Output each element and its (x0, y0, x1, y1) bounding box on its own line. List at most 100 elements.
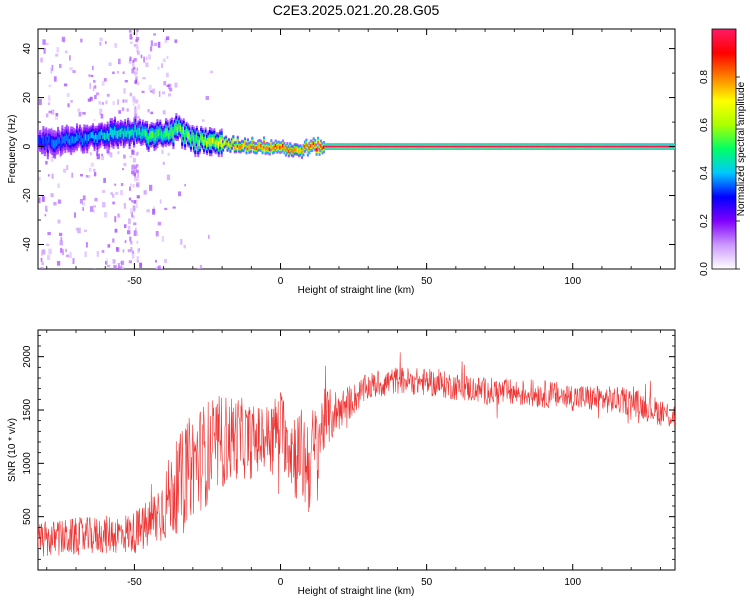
spectrogram-cell (300, 151, 304, 155)
spectrogram-cell (141, 128, 144, 137)
x-tick-label: 100 (564, 577, 581, 588)
spectrogram-cell (77, 108, 81, 112)
colorbar-tick-label: 0.0 (699, 262, 710, 276)
spectrogram-cell (124, 99, 128, 103)
snr-ylabel: SNR (10 * v/v) (7, 418, 18, 482)
spectrogram-cell (311, 143, 314, 148)
spectrogram-cell (114, 216, 117, 223)
spectrogram-cell (166, 128, 169, 137)
spectrogram-cell (54, 140, 57, 149)
spectrogram-cell (147, 136, 150, 144)
spectrogram-cell (111, 128, 114, 138)
spectrogram-cell (127, 126, 130, 135)
spectrogram-cell (182, 126, 185, 134)
spectrogram-cell (70, 136, 73, 145)
spectrogram-cell (122, 131, 125, 140)
spectrogram-cell (102, 201, 106, 208)
spectrogram-cell (90, 162, 94, 167)
spectrogram-cell (105, 133, 108, 141)
spectrogram-cell (128, 260, 132, 264)
spectrogram-cell (41, 196, 45, 202)
spectrogram-cell (129, 92, 133, 97)
spectrogram-cell (59, 140, 62, 148)
spectrogram-cell (206, 140, 209, 148)
y-tick-label: 1000 (22, 452, 33, 475)
spectrogram-cell (93, 118, 96, 122)
spectrogram-cell (134, 173, 137, 178)
spectrogram-cell (296, 147, 299, 152)
spectrogram-cell (153, 33, 157, 36)
colorbar-label: Normalized spectral amplitude (736, 81, 747, 216)
spectrogram-cell (159, 199, 162, 204)
spectrogram-cell (283, 146, 286, 150)
spectrogram-cell (85, 175, 88, 178)
spectrogram-cell (251, 140, 254, 145)
spectrogram-cell (261, 146, 264, 150)
spectrogram-cell (128, 218, 131, 225)
spectrogram-cell (165, 72, 169, 78)
spectrogram-cell (66, 254, 70, 258)
spectrogram-cell (91, 65, 94, 71)
spectrogram-cell (312, 141, 315, 146)
snr-axes: -50 0 50 100 500 1000 1500 2000 (22, 330, 675, 588)
spectrogram-cell (48, 95, 51, 101)
spectrogram-cell (81, 138, 84, 146)
y-tick-label: 2000 (22, 345, 33, 368)
spectrogram-cell (214, 140, 217, 148)
spectrogram-cell (207, 137, 210, 145)
spectrogram-cell (92, 131, 95, 139)
spectrogram-cell (84, 133, 87, 141)
spectrogram-cell (45, 42, 49, 46)
colorbar-tick-label: 0.2 (699, 214, 710, 228)
spectrogram-cell (121, 266, 125, 269)
spectrogram-cell (85, 242, 88, 248)
spectrogram-cell (94, 133, 98, 140)
spectrogram-cell (132, 164, 135, 169)
spectrogram-cell (153, 133, 156, 142)
spectrogram-cell (298, 149, 301, 153)
spectrogram-cell (131, 252, 135, 259)
spectrogram-cell (133, 200, 137, 204)
spectrogram-axes: -50 0 50 100 -40 -20 0 20 40 (22, 29, 675, 287)
spectrogram-cell (165, 128, 168, 137)
spectrogram-cell (148, 184, 153, 191)
spectrogram-cell (40, 266, 44, 269)
spectrogram-cell (51, 109, 55, 115)
spectrogram-cell (43, 138, 46, 147)
spectrogram-cell (135, 43, 139, 49)
spectrogram-cell (65, 248, 68, 253)
spectrogram-cell (57, 183, 61, 188)
spectrogram-cell (137, 116, 140, 119)
spectrogram-cell (46, 243, 50, 247)
spectrogram-cell (134, 124, 137, 132)
spectrogram-cell (284, 148, 287, 153)
spectrogram-cell (122, 249, 125, 253)
spectrogram-cell (55, 113, 59, 117)
spectrogram-cell (106, 258, 108, 264)
spectrogram-cell (112, 259, 116, 264)
spectrogram-cell (99, 131, 102, 139)
colorbar-tick-label: 0.4 (699, 166, 710, 180)
y-tick-label: 1500 (22, 398, 33, 421)
spectrogram-cell (50, 193, 54, 198)
spectrogram-cell (113, 264, 117, 269)
spectrogram-cell (86, 134, 89, 144)
spectrogram-cell (42, 39, 46, 45)
spectrogram-cell (155, 266, 158, 269)
spectrogram-cell (136, 260, 139, 263)
spectrogram-cell (64, 50, 68, 54)
spectrogram-cell (63, 83, 68, 87)
spectrogram-cell (69, 67, 73, 71)
spectrogram-cell (318, 147, 321, 152)
spectrogram-cell (207, 234, 210, 239)
spectrogram-cell (77, 227, 81, 234)
spectrogram-cell (93, 79, 96, 83)
spectrogram-cell (55, 139, 58, 147)
spectrogram-cell (119, 128, 122, 137)
spectrogram-cell (100, 113, 104, 119)
spectrogram-cell (77, 134, 80, 141)
spectrogram-cell (181, 130, 184, 139)
y-tick-label: 500 (22, 508, 33, 525)
colorbar-scale (711, 28, 737, 270)
spectrogram-cell (61, 249, 64, 256)
